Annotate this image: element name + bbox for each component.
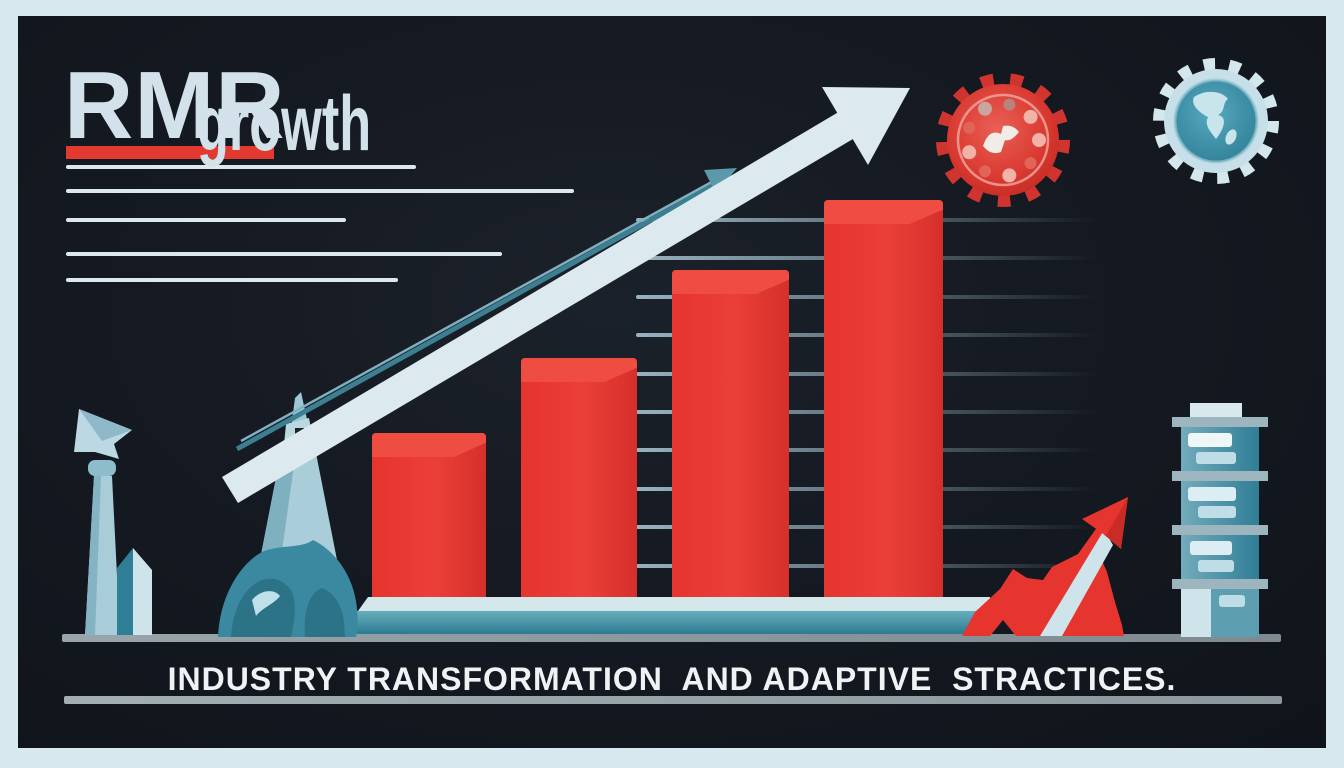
platform-top: [358, 597, 990, 611]
chart-bar-2: [521, 358, 637, 597]
poster-caption: INDUSTRY TRANSFORMATION AND ADAPTIVE STR…: [167, 661, 1177, 697]
chart-bar-1: [372, 433, 486, 597]
thin-arrow-icon: [235, 168, 737, 452]
trend-mountain-icon: [962, 497, 1128, 636]
header-line: [66, 278, 398, 282]
ground-baseline: [62, 634, 1281, 642]
caption-underline: [64, 696, 1282, 704]
chart-bar-4: [824, 200, 943, 597]
growth-arrow-icon: [222, 87, 910, 503]
red-gear-icon: [936, 73, 1070, 207]
globe-gear-icon: [1153, 58, 1279, 184]
header-line: [66, 165, 416, 169]
header-line: [66, 218, 346, 222]
title-red-underline: [66, 146, 274, 159]
title-secondary: growth: [197, 79, 372, 167]
title-primary: RMR: [64, 52, 286, 159]
header-line: [66, 189, 574, 193]
platform-side: [352, 611, 992, 634]
chart-bar-3: [672, 270, 789, 597]
header-line: [66, 252, 502, 256]
arrow-monument-icon: [74, 409, 152, 635]
building-tower-icon: [1172, 403, 1268, 637]
